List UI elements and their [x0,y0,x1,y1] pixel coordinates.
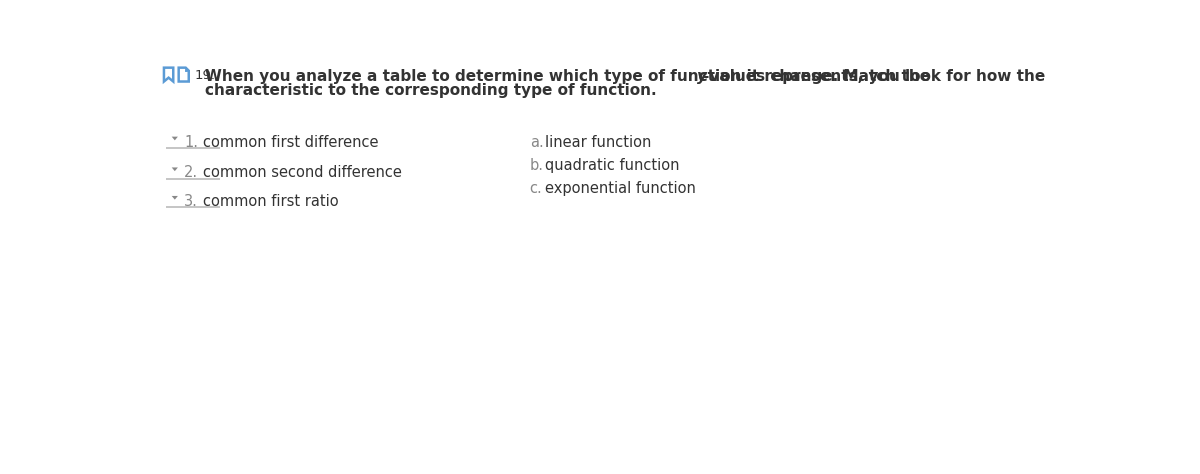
Text: 1.: 1. [184,135,198,150]
Text: When you analyze a table to determine which type of function it represents, you : When you analyze a table to determine wh… [205,69,1050,84]
Text: y: y [697,69,708,84]
Text: 3.: 3. [184,194,198,209]
Polygon shape [172,196,178,200]
Text: 2.: 2. [184,165,198,181]
Text: common first ratio: common first ratio [203,194,338,209]
Text: 19.: 19. [194,69,215,82]
Polygon shape [172,167,178,171]
Text: a.: a. [529,135,544,150]
Text: b.: b. [529,158,544,173]
Text: linear function: linear function [545,135,652,150]
Text: c.: c. [529,181,542,196]
Text: common first difference: common first difference [203,135,378,150]
Polygon shape [172,137,178,140]
Text: -values change. Match the: -values change. Match the [703,69,930,84]
Text: characteristic to the corresponding type of function.: characteristic to the corresponding type… [205,83,656,98]
Text: quadratic function: quadratic function [545,158,679,173]
Text: common second difference: common second difference [203,165,402,181]
Text: exponential function: exponential function [545,181,696,196]
